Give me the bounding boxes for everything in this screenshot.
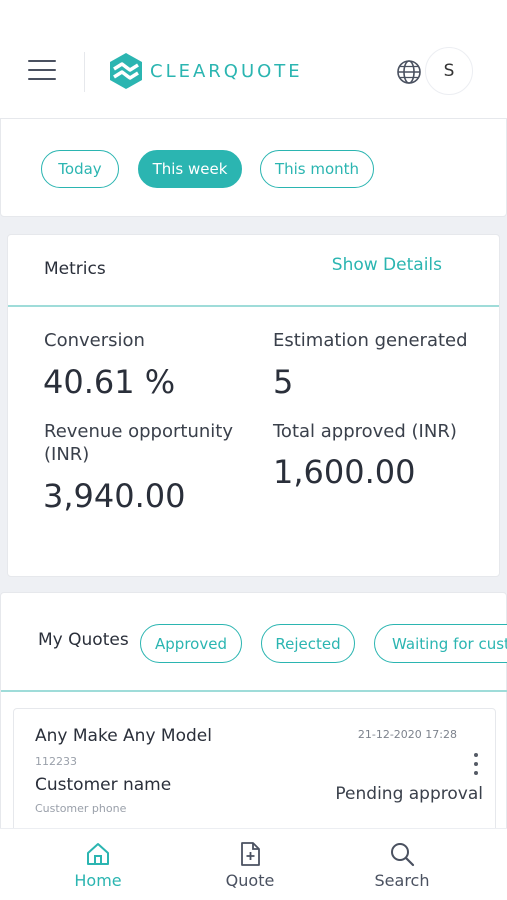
app-logo: CLEARQUOTE xyxy=(108,52,303,90)
metrics-card: Metrics Show Details Conversion 40.61 % … xyxy=(7,234,500,577)
quote-date: 21-12-2020 17:28 xyxy=(357,728,457,741)
revenue-value: 3,940.00 xyxy=(43,477,186,515)
nav-search[interactable]: Search xyxy=(352,841,452,890)
quote-status: Pending approval xyxy=(335,784,483,804)
clearquote-logo xyxy=(110,53,142,89)
quote-id: 112233 xyxy=(35,755,77,768)
quote-customer-phone: Customer phone xyxy=(35,802,127,815)
approved-value: 1,600.00 xyxy=(273,453,416,491)
quote-list-item[interactable]: Any Make Any Model 112233 Customer name … xyxy=(13,708,496,838)
conversion-value: 40.61 % xyxy=(43,363,176,401)
show-details-link[interactable]: Show Details xyxy=(331,255,442,275)
search-icon xyxy=(391,843,415,867)
date-filter-bar: Today This week This month xyxy=(0,118,507,217)
nav-home[interactable]: Home xyxy=(48,841,148,890)
quotes-divider xyxy=(1,690,507,692)
header-divider xyxy=(84,52,85,92)
new-quote-icon xyxy=(241,842,260,866)
nav-home-label: Home xyxy=(74,871,122,890)
my-quotes-title: My Quotes xyxy=(38,630,129,650)
revenue-label-line2: (INR) xyxy=(44,444,90,465)
revenue-label: Revenue opportunity (INR) xyxy=(44,420,233,466)
estimation-label: Estimation generated xyxy=(273,330,468,351)
brand-name: CLEARQUOTE xyxy=(150,60,303,82)
nav-quote[interactable]: Quote xyxy=(200,841,300,890)
hamburger-menu-icon[interactable] xyxy=(28,60,56,84)
conversion-label: Conversion xyxy=(44,330,145,351)
approved-label: Total approved (INR) xyxy=(273,421,457,442)
bottom-navigation: Home Quote Search xyxy=(0,828,507,900)
quote-vehicle: Any Make Any Model xyxy=(35,726,212,746)
filter-this-week[interactable]: This week xyxy=(138,150,242,188)
globe-icon[interactable] xyxy=(396,59,422,85)
metrics-title: Metrics xyxy=(44,259,106,279)
user-avatar[interactable]: S xyxy=(425,47,473,95)
app-header: CLEARQUOTE S xyxy=(0,0,507,118)
tab-approved[interactable]: Approved xyxy=(140,624,242,663)
revenue-label-line1: Revenue opportunity xyxy=(44,421,233,442)
tab-rejected[interactable]: Rejected xyxy=(261,624,355,663)
nav-search-label: Search xyxy=(374,871,430,890)
more-options-icon[interactable] xyxy=(471,753,481,779)
nav-quote-label: Quote xyxy=(225,871,275,890)
filter-today[interactable]: Today xyxy=(41,150,119,188)
tab-waiting-for-customer[interactable]: Waiting for custo xyxy=(374,624,507,663)
filter-this-month[interactable]: This month xyxy=(260,150,374,188)
estimation-value: 5 xyxy=(273,363,294,401)
metrics-divider xyxy=(8,305,499,307)
home-icon xyxy=(87,843,109,865)
quote-customer-name: Customer name xyxy=(35,775,172,795)
